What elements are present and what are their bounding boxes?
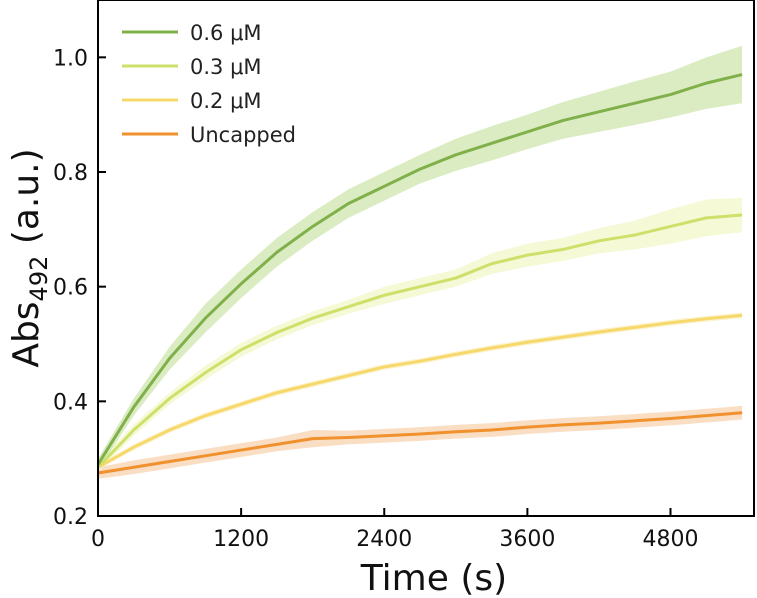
legend-label-3: Uncapped: [190, 123, 296, 147]
y-axis-title-subscript: 492: [25, 256, 53, 302]
y-tick-label: 0.2: [53, 505, 88, 530]
legend-label-0: 0.6 μM: [190, 21, 262, 45]
plot-frame: [97, 0, 755, 517]
x-tick-label: 1200: [213, 527, 269, 552]
series-lines: [96, 73, 743, 475]
x-axis-title: Time (s): [360, 558, 507, 598]
series-line-3: [97, 411, 743, 475]
y-tick-label: 0.4: [53, 390, 88, 415]
legend-label-2: 0.2 μM: [190, 89, 262, 113]
series-line-0: [96, 73, 743, 466]
series-line-2: [97, 313, 743, 469]
y-tick-label: 0.6: [53, 276, 88, 301]
y-axis-title-unit: (a.u.): [6, 148, 47, 255]
x-tick-label: 4800: [643, 527, 699, 552]
error-band-0: [98, 45, 743, 471]
y-tick-label: 1.0: [53, 46, 88, 71]
x-tick-label: 2400: [356, 527, 412, 552]
y-tick-label: 0.8: [53, 161, 88, 186]
x-tick-label: 3600: [499, 527, 555, 552]
x-axis: 0 1200 2400 3600 4800: [91, 508, 699, 552]
series-line-1: [96, 213, 743, 469]
legend: 0.6 μM 0.3 μM 0.2 μM Uncapped: [122, 21, 296, 147]
y-axis-title: Abs492 (a.u.): [6, 148, 53, 367]
y-axis-title-main: Abs: [6, 301, 47, 367]
y-axis: 0.2 0.4 0.6 0.8 1.0: [53, 46, 106, 530]
error-band-3: [98, 405, 743, 479]
x-tick-label: 0: [91, 527, 105, 552]
legend-label-1: 0.3 μM: [190, 55, 262, 79]
